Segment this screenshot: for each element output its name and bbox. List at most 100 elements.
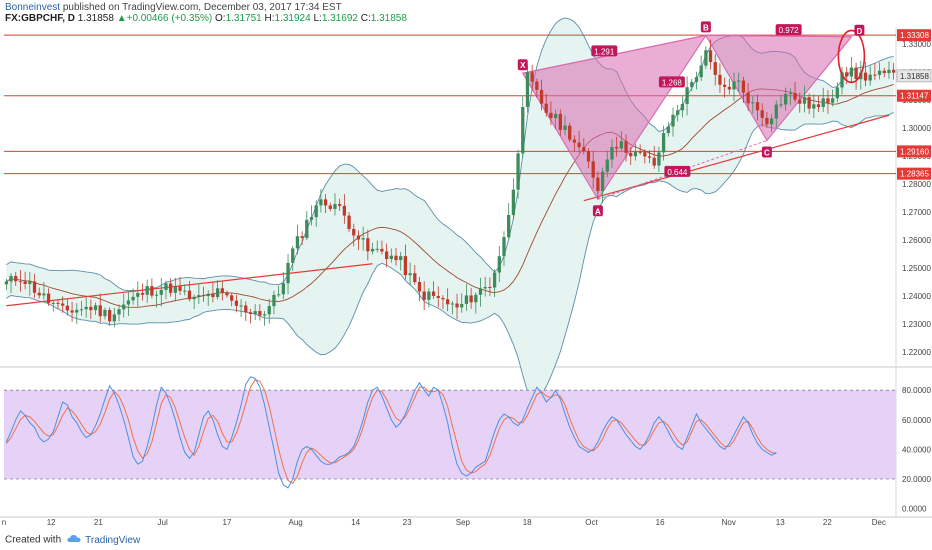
candle-body: [61, 303, 65, 306]
pattern-point-letter: B: [703, 23, 709, 32]
candle: [441, 295, 445, 309]
candle-body: [140, 292, 145, 295]
candle: [507, 203, 511, 240]
candle: [323, 194, 328, 213]
candle: [220, 281, 224, 301]
candle-body: [615, 147, 619, 149]
stochastic-d-line: [5, 379, 777, 485]
candle-body: [173, 286, 178, 293]
candle: [399, 251, 403, 271]
candle: [234, 294, 239, 313]
candle: [812, 94, 816, 119]
candle-body: [206, 293, 210, 297]
candle-body: [446, 299, 450, 305]
ohlc-l-label: L:: [313, 13, 322, 24]
price-level-value: 1.28365: [900, 170, 929, 179]
candle: [840, 66, 844, 95]
candle-body: [75, 309, 79, 313]
candle: [680, 96, 685, 118]
candle: [760, 103, 764, 127]
candle: [577, 130, 581, 153]
candle-body: [713, 62, 717, 75]
candle-body: [300, 236, 304, 238]
candle: [549, 101, 553, 126]
candle-body: [417, 282, 422, 292]
candle-body: [201, 295, 206, 297]
candle: [882, 67, 886, 78]
ratio-badge: [775, 24, 802, 36]
up-arrow-icon: ▲: [116, 13, 127, 24]
candle: [774, 100, 778, 128]
stoch-y-tick-label: 80.0000: [902, 386, 931, 395]
candle-body: [70, 310, 74, 313]
candle: [126, 292, 131, 316]
candle-body: [197, 295, 201, 297]
x-tick-label: 12: [47, 518, 56, 527]
candle: [61, 296, 65, 313]
candle: [9, 273, 13, 294]
tradingview-brand[interactable]: TradingView: [85, 534, 141, 546]
candle-body: [37, 292, 41, 296]
candle: [131, 288, 135, 305]
candle-body: [328, 205, 332, 209]
y-tick-label: 1.24000: [902, 292, 931, 301]
candle-body: [14, 275, 18, 282]
candle: [779, 94, 783, 108]
candle: [37, 287, 41, 299]
ratio-value: 1.291: [594, 47, 615, 56]
candle: [314, 200, 318, 227]
candle-body: [408, 273, 412, 276]
candle-body: [93, 305, 98, 311]
candle: [356, 230, 361, 251]
author-name[interactable]: Bonneinvest: [5, 2, 61, 13]
candle-body: [211, 293, 215, 298]
pattern-point-label: A: [592, 205, 603, 217]
pattern-point-label: D: [854, 24, 865, 36]
candle-body: [840, 72, 844, 88]
candle-body: [619, 141, 624, 149]
candle: [769, 114, 774, 132]
candle: [887, 61, 891, 79]
candle-body: [596, 177, 600, 192]
candle-body: [112, 314, 116, 322]
candle: [79, 300, 84, 316]
candle: [464, 283, 469, 311]
candle-body: [136, 292, 140, 297]
candle-body: [220, 288, 224, 293]
candle-body: [610, 147, 614, 160]
chart-canvas[interactable]: 1.330001.320001.310001.300001.290001.280…: [0, 0, 932, 530]
candle: [403, 244, 408, 280]
pattern-point-letter: X: [520, 61, 526, 70]
candle: [4, 278, 8, 291]
candle: [492, 269, 497, 297]
candle: [422, 281, 426, 310]
candle-body: [225, 292, 229, 296]
candle: [732, 72, 736, 102]
candle-body: [539, 89, 544, 104]
candle: [328, 202, 332, 212]
ratio-label: 1.268: [658, 76, 685, 88]
price-change: +0.00466 (+0.35%): [126, 13, 213, 24]
candle: [751, 95, 755, 114]
candle: [600, 167, 605, 203]
y-tick-label: 1.25000: [902, 264, 931, 273]
tradingview-cloud-icon: [67, 534, 81, 546]
price-level-tag-bg: [897, 89, 931, 102]
candle: [366, 229, 370, 261]
candle: [892, 62, 896, 80]
ohlc-open: 1.31751: [225, 13, 262, 24]
candle: [629, 147, 633, 165]
candle-body: [605, 159, 609, 172]
candle: [798, 92, 802, 113]
price-level-tag: 1.31147: [897, 89, 931, 102]
candle-body: [572, 139, 577, 143]
candle-body: [793, 93, 797, 100]
price-level-tag-bg: [897, 167, 931, 180]
candle-body: [399, 256, 403, 261]
candle: [18, 270, 23, 292]
candle-body: [535, 81, 539, 90]
candle-body: [460, 303, 464, 308]
footer: Created with TradingView: [5, 534, 140, 546]
stochastic-k-line: [5, 376, 777, 489]
candle: [633, 143, 638, 161]
